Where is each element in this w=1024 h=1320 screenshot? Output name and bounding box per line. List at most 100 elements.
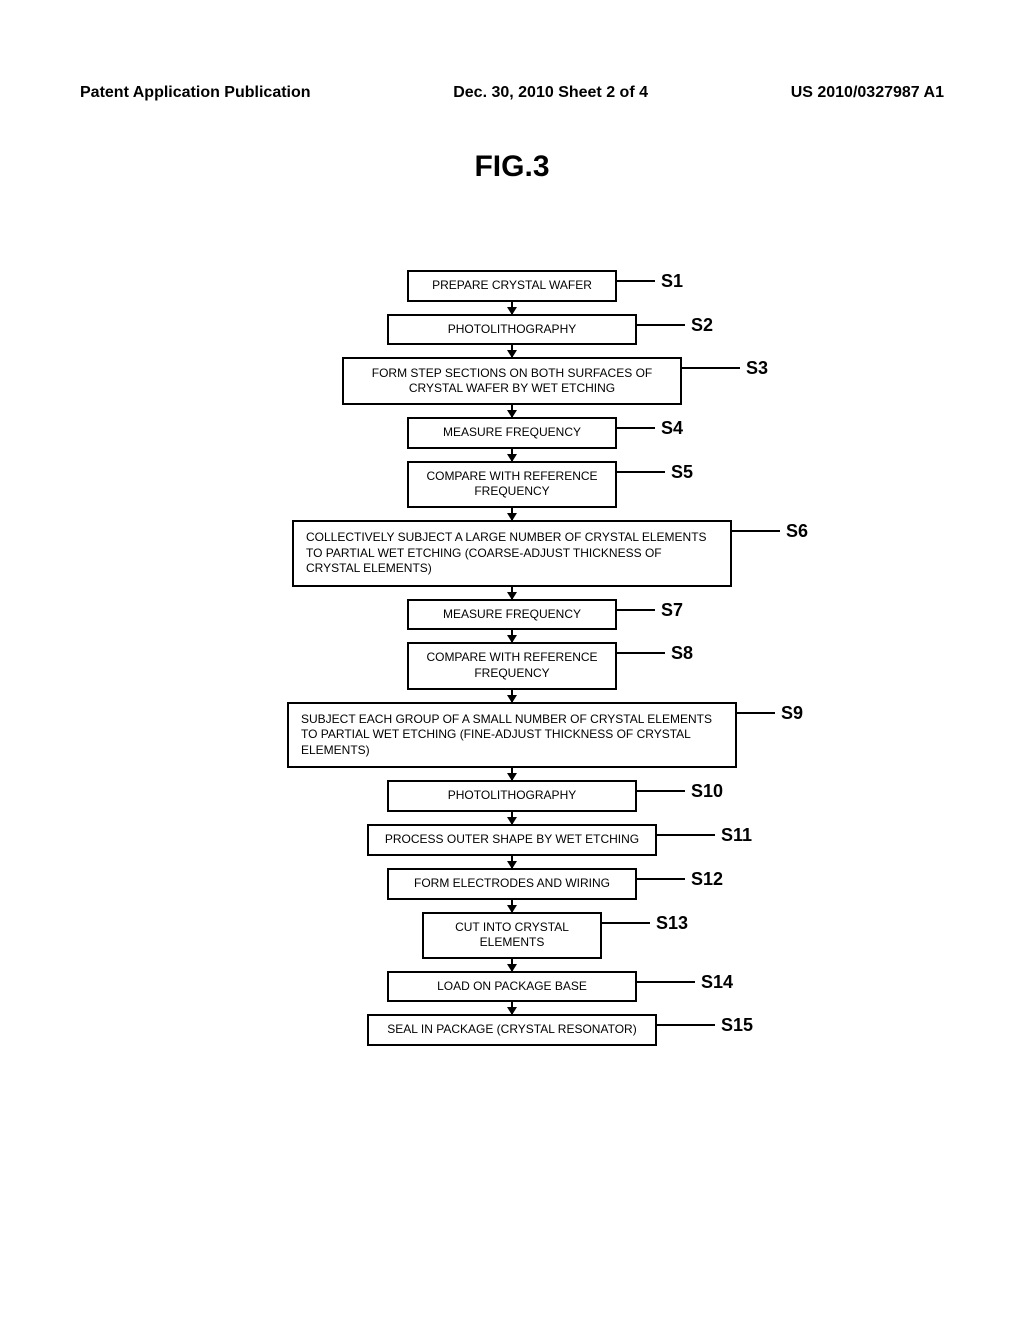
step-label-S4: S4	[661, 417, 683, 440]
leader-line	[635, 324, 685, 326]
step-text: PHOTOLITHOGRAPHY	[448, 788, 576, 804]
leader-line	[730, 530, 780, 532]
step-text: PROCESS OUTER SHAPE BY WET ETCHING	[385, 832, 639, 848]
step-row-S2: PHOTOLITHOGRAPHYS2	[387, 314, 637, 346]
arrow	[511, 959, 513, 971]
arrow	[511, 449, 513, 461]
arrow	[511, 405, 513, 417]
step-box-S11: PROCESS OUTER SHAPE BY WET ETCHINGS11	[367, 824, 657, 856]
arrow	[511, 630, 513, 642]
step-box-S14: LOAD ON PACKAGE BASES14	[387, 971, 637, 1003]
step-box-S4: MEASURE FREQUENCYS4	[407, 417, 617, 449]
step-label-S14: S14	[701, 971, 733, 994]
arrow	[511, 1002, 513, 1014]
arrow	[511, 508, 513, 520]
arrow	[511, 587, 513, 599]
step-row-S3: FORM STEP SECTIONS ON BOTH SURFACES OFCR…	[342, 357, 682, 405]
step-label-S11: S11	[721, 824, 752, 847]
step-box-S12: FORM ELECTRODES AND WIRINGS12	[387, 868, 637, 900]
step-text: SEAL IN PACKAGE (CRYSTAL RESONATOR)	[387, 1022, 636, 1038]
step-text: PREPARE CRYSTAL WAFER	[432, 278, 592, 294]
leader-line	[635, 981, 695, 983]
step-label-S13: S13	[656, 912, 688, 935]
step-row-S13: CUT INTO CRYSTALELEMENTSS13	[422, 912, 602, 959]
leader-line	[680, 367, 740, 369]
step-row-S14: LOAD ON PACKAGE BASES14	[387, 971, 637, 1003]
header-center: Dec. 30, 2010 Sheet 2 of 4	[453, 84, 648, 102]
step-text: CUT INTO CRYSTAL	[455, 920, 569, 936]
step-text: MEASURE FREQUENCY	[443, 425, 581, 441]
step-label-S5: S5	[671, 461, 693, 484]
step-text: MEASURE FREQUENCY	[443, 607, 581, 623]
step-box-S1: PREPARE CRYSTAL WAFERS1	[407, 270, 617, 302]
arrow	[511, 345, 513, 357]
step-text: COMPARE WITH REFERENCE	[426, 469, 597, 485]
step-box-S10: PHOTOLITHOGRAPHYS10	[387, 780, 637, 812]
step-text: SUBJECT EACH GROUP OF A SMALL NUMBER OF …	[301, 712, 712, 728]
step-label-S8: S8	[671, 642, 693, 665]
step-text: COMPARE WITH REFERENCE	[426, 650, 597, 666]
step-row-S9: SUBJECT EACH GROUP OF A SMALL NUMBER OF …	[287, 702, 737, 769]
arrow	[511, 302, 513, 314]
step-box-S8: COMPARE WITH REFERENCEFREQUENCYS8	[407, 642, 617, 689]
figure-title: FIG.3	[0, 150, 1024, 184]
header-left: Patent Application Publication	[80, 84, 311, 102]
leader-line	[655, 834, 715, 836]
step-row-S6: COLLECTIVELY SUBJECT A LARGE NUMBER OF C…	[292, 520, 732, 587]
leader-line	[735, 712, 775, 714]
step-row-S5: COMPARE WITH REFERENCEFREQUENCYS5	[407, 461, 617, 508]
step-text: CRYSTAL WAFER BY WET ETCHING	[409, 381, 615, 397]
step-row-S11: PROCESS OUTER SHAPE BY WET ETCHINGS11	[367, 824, 657, 856]
flowchart: PREPARE CRYSTAL WAFERS1PHOTOLITHOGRAPHYS…	[0, 270, 1024, 1046]
step-text: ELEMENTS	[480, 935, 545, 951]
step-box-S6: COLLECTIVELY SUBJECT A LARGE NUMBER OF C…	[292, 520, 732, 587]
leader-line	[635, 790, 685, 792]
leader-line	[615, 280, 655, 282]
step-text: ELEMENTS)	[301, 743, 370, 759]
step-row-S12: FORM ELECTRODES AND WIRINGS12	[387, 868, 637, 900]
header-right: US 2010/0327987 A1	[791, 84, 944, 102]
page-header: Patent Application Publication Dec. 30, …	[0, 84, 1024, 102]
arrow	[511, 690, 513, 702]
leader-line	[635, 878, 685, 880]
step-text: COLLECTIVELY SUBJECT A LARGE NUMBER OF C…	[306, 530, 707, 546]
leader-line	[655, 1024, 715, 1026]
leader-line	[615, 652, 665, 654]
step-label-S15: S15	[721, 1014, 753, 1037]
step-box-S7: MEASURE FREQUENCYS7	[407, 599, 617, 631]
step-label-S1: S1	[661, 270, 683, 293]
step-text: FREQUENCY	[474, 666, 549, 682]
step-row-S15: SEAL IN PACKAGE (CRYSTAL RESONATOR)S15	[367, 1014, 657, 1046]
leader-line	[615, 609, 655, 611]
step-row-S1: PREPARE CRYSTAL WAFERS1	[407, 270, 617, 302]
arrow	[511, 856, 513, 868]
step-text: TO PARTIAL WET ETCHING (FINE-ADJUST THIC…	[301, 727, 691, 743]
arrow	[511, 812, 513, 824]
step-text: FORM STEP SECTIONS ON BOTH SURFACES OF	[372, 366, 652, 382]
step-text: PHOTOLITHOGRAPHY	[448, 322, 576, 338]
arrow	[511, 768, 513, 780]
step-text: FREQUENCY	[474, 484, 549, 500]
step-box-S5: COMPARE WITH REFERENCEFREQUENCYS5	[407, 461, 617, 508]
step-label-S9: S9	[781, 702, 803, 725]
step-text: CRYSTAL ELEMENTS)	[306, 561, 432, 577]
step-label-S3: S3	[746, 357, 768, 380]
step-label-S10: S10	[691, 780, 723, 803]
step-box-S13: CUT INTO CRYSTALELEMENTSS13	[422, 912, 602, 959]
step-label-S12: S12	[691, 868, 723, 891]
step-row-S10: PHOTOLITHOGRAPHYS10	[387, 780, 637, 812]
step-row-S8: COMPARE WITH REFERENCEFREQUENCYS8	[407, 642, 617, 689]
step-text: TO PARTIAL WET ETCHING (COARSE-ADJUST TH…	[306, 546, 662, 562]
step-row-S4: MEASURE FREQUENCYS4	[407, 417, 617, 449]
step-label-S2: S2	[691, 314, 713, 337]
step-box-S9: SUBJECT EACH GROUP OF A SMALL NUMBER OF …	[287, 702, 737, 769]
step-box-S3: FORM STEP SECTIONS ON BOTH SURFACES OFCR…	[342, 357, 682, 405]
leader-line	[615, 471, 665, 473]
step-box-S2: PHOTOLITHOGRAPHYS2	[387, 314, 637, 346]
step-box-S15: SEAL IN PACKAGE (CRYSTAL RESONATOR)S15	[367, 1014, 657, 1046]
arrow	[511, 900, 513, 912]
step-label-S7: S7	[661, 599, 683, 622]
step-text: FORM ELECTRODES AND WIRING	[414, 876, 610, 892]
step-label-S6: S6	[786, 520, 808, 543]
step-row-S7: MEASURE FREQUENCYS7	[407, 599, 617, 631]
